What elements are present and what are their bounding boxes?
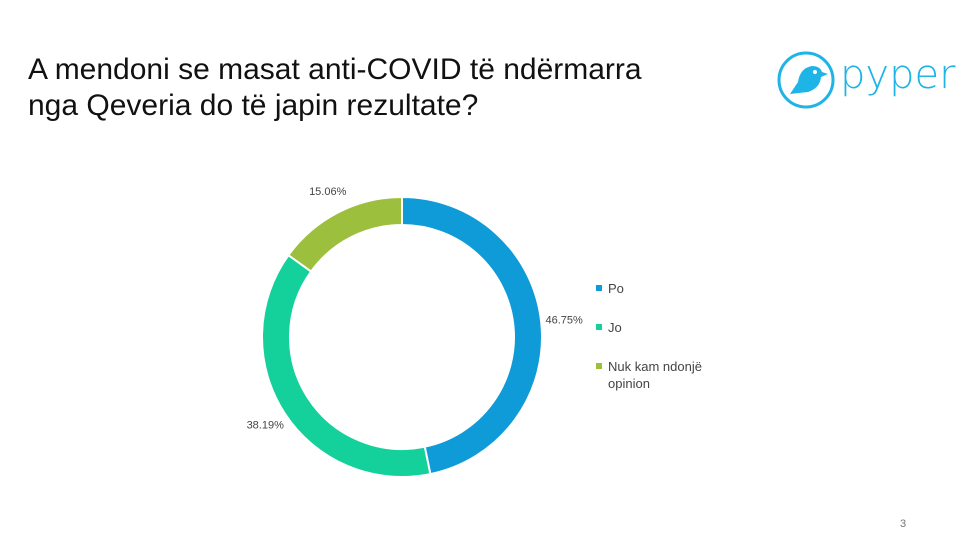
data-label: 46.75%	[545, 314, 583, 326]
chart-title: A mendoni se masat anti-COVID të ndërmar…	[28, 53, 642, 122]
logo-bird	[790, 66, 828, 94]
legend-label: Jo	[608, 320, 622, 335]
donut-slice	[287, 195, 403, 273]
legend-label: Po	[608, 281, 624, 296]
data-label: 15.06%	[309, 186, 347, 198]
legend-item: Po	[596, 280, 776, 297]
data-label: 38.19%	[247, 420, 285, 432]
donut-slice	[401, 195, 543, 476]
logo-ring	[777, 51, 835, 109]
legend: Po Jo Nuk kam ndonjë opinion	[596, 280, 776, 414]
legend-swatch	[596, 363, 602, 369]
donut-slice	[261, 253, 432, 478]
logo: pyper	[777, 51, 956, 109]
legend-swatch	[596, 324, 602, 330]
logo-text: pyper	[840, 52, 956, 98]
logo-eye	[813, 70, 817, 74]
legend-item: Nuk kam ndonjë opinion	[596, 358, 776, 392]
page-number: 3	[900, 518, 907, 530]
legend-item: Jo	[596, 319, 776, 336]
legend-label: Nuk kam ndonjë opinion	[608, 359, 702, 391]
legend-swatch	[596, 285, 602, 291]
